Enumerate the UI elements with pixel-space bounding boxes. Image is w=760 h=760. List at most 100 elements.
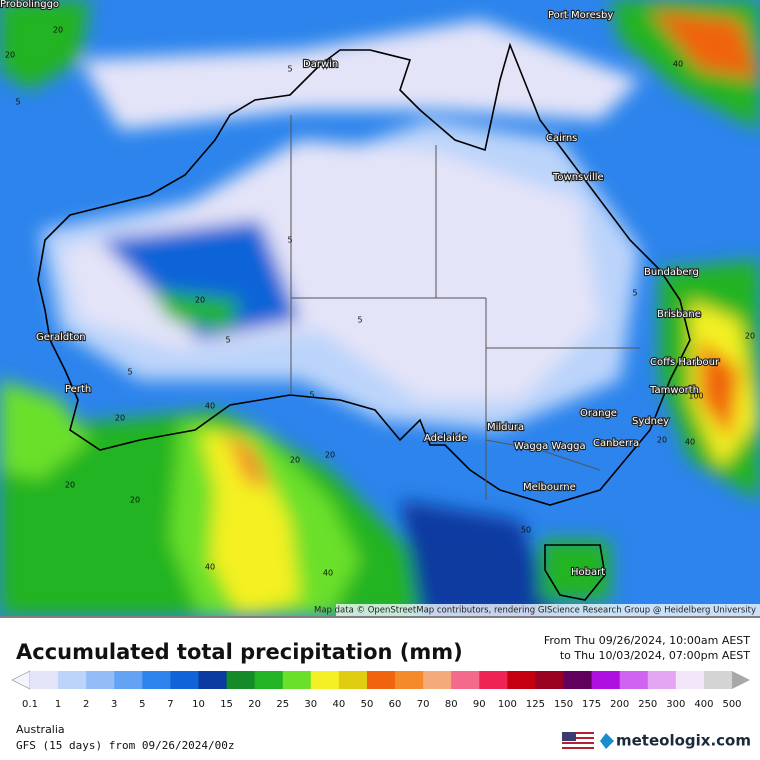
colorbar-swatch [338, 671, 368, 689]
colorbar-label: 7 [167, 699, 173, 710]
brand[interactable]: meteologix.com [616, 732, 751, 750]
colorbar-swatch [226, 671, 256, 689]
state-borders [290, 115, 640, 500]
colorbar-label: 50 [361, 699, 374, 710]
colorbar-swatch [479, 671, 508, 689]
colorbar-arrow-right [732, 671, 750, 689]
colorbar-label: 80 [445, 699, 458, 710]
colorbar-label: 20 [248, 699, 261, 710]
colorbar-swatch [507, 671, 536, 689]
colorbar-label: 125 [526, 699, 545, 710]
colorbar-swatch [366, 671, 396, 689]
city: Hobart [571, 567, 605, 578]
contour-labels: 20 20 5 5 5 5 5 20 40 40 20 20 20 40 40 … [5, 26, 755, 578]
attribution: Map data © OpenStreetMap contributors, r… [314, 606, 756, 616]
city: Townsville [552, 172, 604, 183]
city: Darwin [303, 59, 338, 70]
region: Australia [16, 723, 65, 736]
contour-label: 20 [195, 296, 205, 305]
city: Canberra [593, 438, 639, 449]
colorbar-label: 10 [192, 699, 205, 710]
colorbar-label: 250 [638, 699, 657, 710]
colorbar-label: 5 [139, 699, 145, 710]
colorbar-label: 1 [55, 699, 61, 710]
colorbar-swatch [198, 671, 228, 689]
contour-label: 50 [521, 526, 531, 535]
contour-label: 5 [15, 98, 20, 107]
colorbar-label: 15 [220, 699, 233, 710]
city: Bundaberg [644, 267, 699, 278]
contour-label: 20 [115, 414, 125, 423]
colorbar-label: 30 [304, 699, 317, 710]
colorbar-swatch [254, 671, 284, 689]
model-run: GFS (15 days) from 09/26/2024/00z [16, 739, 235, 752]
date-from: From Thu 09/26/2024, 10:00am AEST [544, 634, 750, 647]
colorbar-swatch [703, 671, 733, 689]
contour-label: 20 [130, 496, 140, 505]
contour-label: 20 [53, 26, 63, 35]
colorbar-label: 150 [554, 699, 573, 710]
colorbar-label: 100 [498, 699, 517, 710]
contour-label: 20 [657, 436, 667, 445]
colorbar-label: 2 [83, 699, 89, 710]
colorbar-label: 40 [333, 699, 346, 710]
contour-label: 20 [5, 51, 15, 60]
contour-label: 20 [290, 456, 300, 465]
contour-label: 40 [685, 438, 695, 447]
contour-label: 5 [287, 65, 292, 74]
contour-label: 5 [127, 368, 132, 377]
contour-label: 40 [323, 569, 333, 578]
city: Melbourne [523, 482, 576, 493]
contour-label: 5 [287, 236, 292, 245]
colorbar-swatch [395, 671, 424, 689]
colorbar-label: 25 [276, 699, 289, 710]
contour-label: 5 [357, 316, 362, 325]
logo-icon [600, 733, 614, 749]
colorbar-label: 500 [722, 699, 741, 710]
date-to: to Thu 10/03/2024, 07:00pm AEST [560, 649, 750, 662]
city: Wagga Wagga [514, 441, 586, 452]
contour-label: 40 [673, 60, 683, 69]
colorbar-swatch [619, 671, 649, 689]
colorbar-swatch [170, 671, 199, 689]
colorbar-label: 60 [389, 699, 402, 710]
colorbar-swatch [535, 671, 565, 689]
city: Mildura [487, 422, 524, 433]
colorbar-swatch [58, 671, 87, 689]
city: Coffs Harbour [650, 357, 720, 368]
city: Cairns [546, 133, 577, 144]
colorbar-swatch [142, 671, 171, 689]
city: Orange [580, 408, 617, 419]
contour-label: 5 [632, 289, 637, 298]
contour-label: 20 [65, 481, 75, 490]
colorbar-label: 0.1 [22, 699, 38, 710]
colorbar-swatch [86, 671, 115, 689]
colorbar-swatch [563, 671, 593, 689]
colorbar-label: 400 [694, 699, 713, 710]
colorbar-label: 3 [111, 699, 117, 710]
coastline [37, 42, 691, 506]
contour-label: 20 [325, 451, 335, 460]
city: Port Moresby [548, 10, 613, 21]
colorbar-label: 300 [666, 699, 685, 710]
city: Probolinggo [0, 0, 59, 10]
colorbar-swatch [30, 671, 59, 689]
colorbar-arrow-left [11, 670, 31, 690]
contour-label: 5 [309, 391, 314, 400]
colorbar-swatch [451, 671, 480, 689]
contour-label: 40 [205, 563, 215, 572]
city-labels: Probolinggo Port Moresby Darwin Cairns T… [0, 0, 721, 579]
colorbar-swatch [675, 671, 705, 689]
contour-label: 5 [225, 336, 230, 345]
city: Geraldton [36, 332, 86, 343]
city: Sydney [632, 416, 669, 427]
colorbar-swatch [310, 671, 340, 689]
title: Accumulated total precipitation (mm) [16, 640, 463, 664]
city: Tamworth [649, 385, 699, 396]
colorbar-label: 90 [473, 699, 486, 710]
colorbar-swatch [282, 671, 312, 689]
city: Adelaide [424, 433, 467, 444]
colorbar-swatch [591, 671, 621, 689]
us-flag [562, 732, 594, 750]
